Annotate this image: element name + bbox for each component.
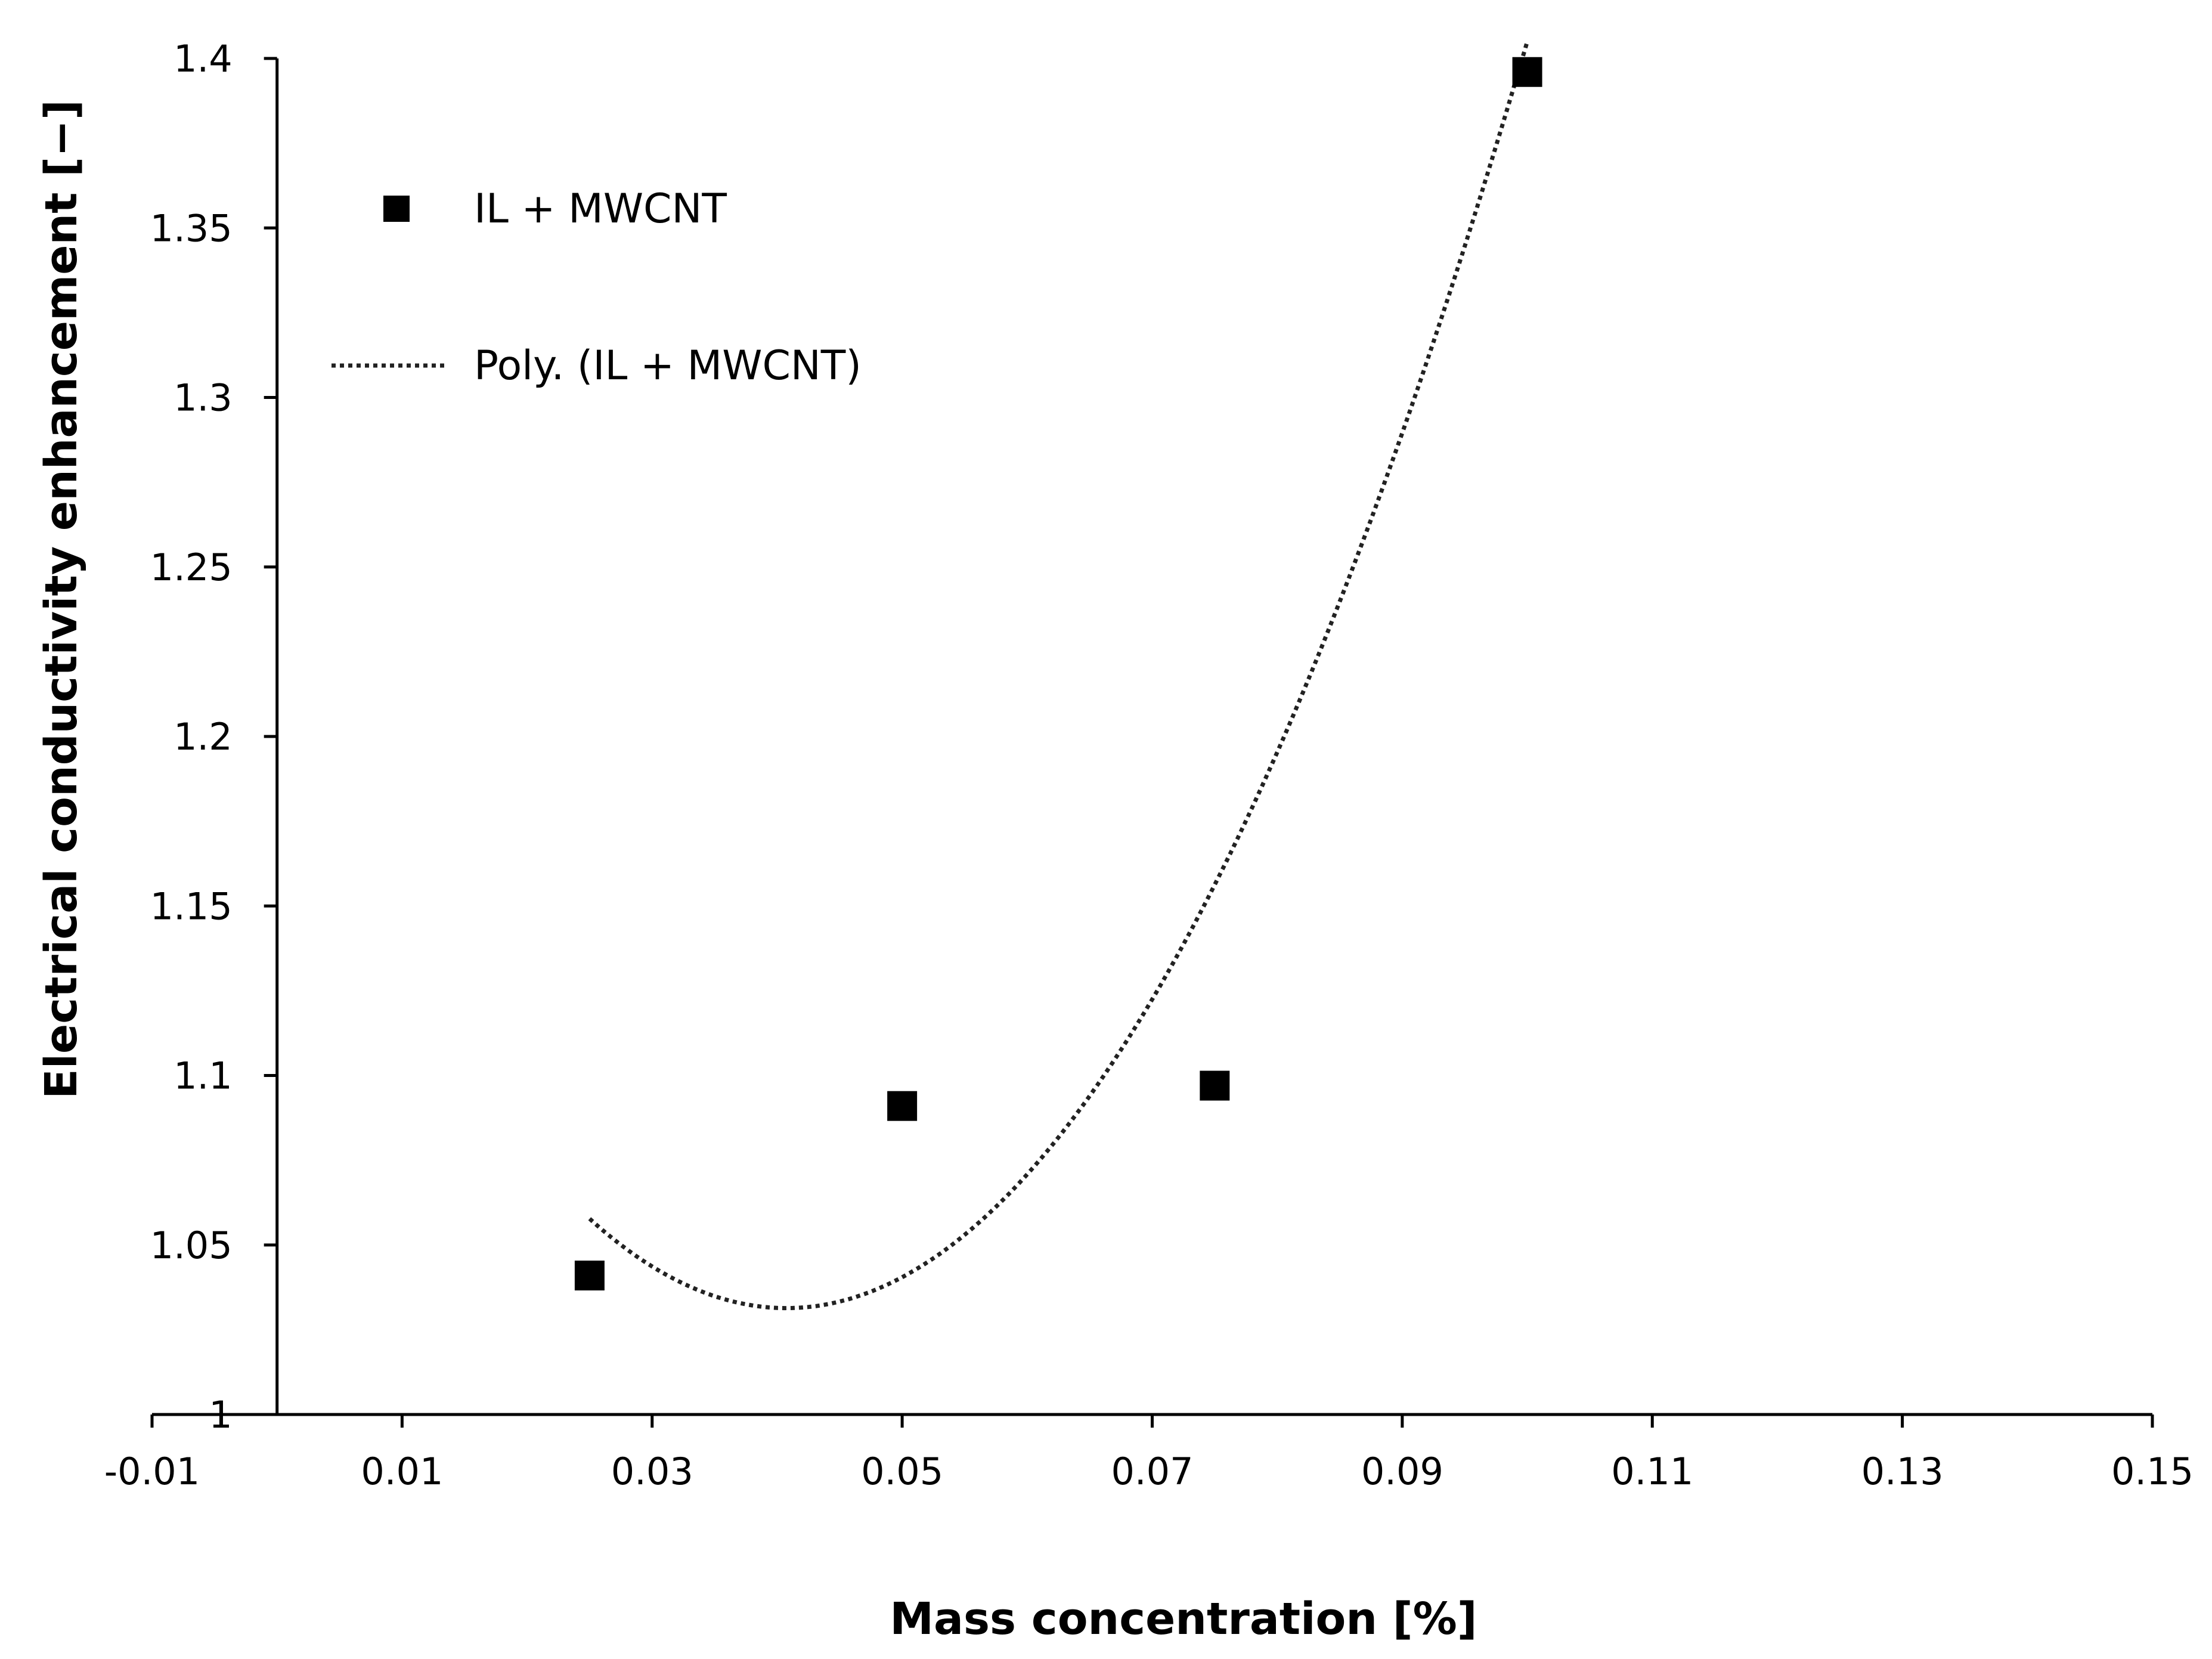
data-point	[1512, 57, 1542, 87]
x-tick-label: 0.01	[361, 1450, 443, 1493]
x-tick-labels: -0.01 0.01 0.03 0.05 0.07 0.09 0.11 0.13 0.15	[104, 1450, 2194, 1493]
x-tick-label: 0.15	[2111, 1450, 2194, 1493]
data-point	[574, 1260, 605, 1290]
y-tick-label: 1.2	[174, 715, 233, 759]
data-points	[574, 57, 1542, 1290]
x-tick-label: 0.03	[611, 1450, 693, 1493]
x-axis-title: Mass concentration [%]	[890, 1593, 1477, 1645]
legend-marker-square	[383, 196, 410, 222]
x-tick-label: 0.07	[1111, 1450, 1193, 1493]
y-tick-label: 1.15	[150, 884, 233, 928]
y-tick-label: 1.35	[150, 206, 233, 250]
y-tick-label: 1.25	[150, 546, 233, 589]
data-point	[1200, 1070, 1230, 1101]
y-tick-labels: 1 1.05 1.1 1.15 1.2 1.25 1.3 1.35 1.4	[150, 37, 233, 1437]
x-tick-label: 0.11	[1611, 1450, 1693, 1493]
x-tick-label: 0.13	[1861, 1450, 1944, 1493]
y-tick-label: 1.4	[174, 37, 233, 81]
y-tick-label: 1.05	[150, 1224, 233, 1267]
x-ticks	[150, 1415, 2154, 1428]
y-tick-label: 1.1	[174, 1054, 233, 1098]
legend-label-trendline: Poly. (IL + MWCNT)	[474, 342, 862, 389]
data-point	[887, 1091, 918, 1121]
y-ticks	[264, 57, 277, 1416]
x-tick-label: -0.01	[104, 1450, 200, 1493]
legend-label-series: IL + MWCNT	[474, 185, 727, 233]
y-axis-title: Electrical conductivity enhancement [−]	[36, 100, 87, 1099]
y-tick-label: 1.3	[174, 376, 233, 420]
x-tick-label: 0.05	[861, 1450, 943, 1493]
x-tick-label: 0.09	[1361, 1450, 1443, 1493]
legend: IL + MWCNT Poly. (IL + MWCNT)	[332, 185, 862, 389]
y-tick-label: 1	[209, 1393, 232, 1437]
trendline-poly-il-mwcnt	[588, 41, 1529, 1311]
